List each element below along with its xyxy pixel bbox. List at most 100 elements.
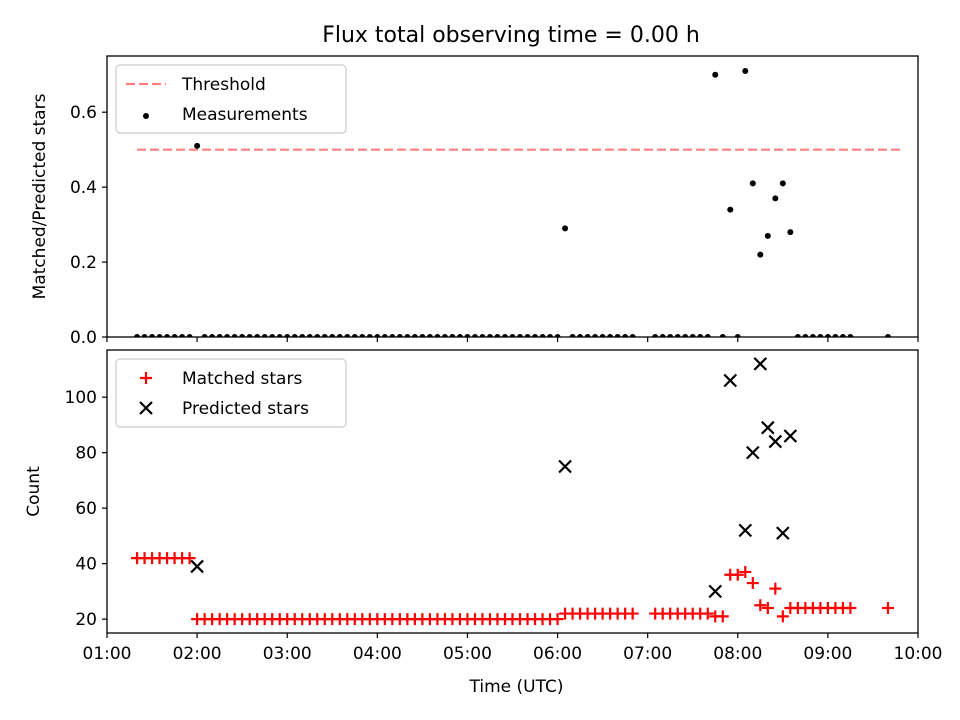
- measurement-point: [704, 334, 711, 337]
- measurement-point: [802, 334, 809, 337]
- measurement-point: [749, 180, 756, 187]
- measurement-point: [209, 334, 216, 337]
- measurement-point: [501, 334, 508, 337]
- predicted-stars-marker: [723, 373, 738, 388]
- predicted-stars-marker: [761, 420, 775, 435]
- matched-stars-marker: [183, 552, 196, 565]
- measurement-point: [719, 334, 726, 337]
- measurement-point: [141, 334, 148, 337]
- measurement-point: [539, 334, 546, 337]
- measurement-point: [652, 334, 659, 337]
- measurement-point: [389, 334, 396, 337]
- legend-box: [115, 358, 347, 428]
- matched-stars-marker: [701, 607, 714, 620]
- measurement-point: [344, 334, 351, 337]
- measurement-point: [599, 334, 606, 337]
- measurement-point: [194, 142, 201, 149]
- measurement-point: [554, 334, 561, 337]
- measurement-point: [464, 334, 471, 337]
- measurement-point: [284, 334, 291, 337]
- y-tick-label: 0.0: [70, 328, 97, 348]
- y-tick-label: 0.6: [70, 103, 97, 123]
- matched-stars-marker: [776, 610, 789, 623]
- measurement-point: [607, 334, 614, 337]
- matched-stars-marker: [769, 582, 782, 595]
- measurement-point: [366, 334, 373, 337]
- measurement-point: [884, 334, 891, 337]
- measurement-point: [787, 229, 794, 236]
- measurement-point: [134, 334, 141, 337]
- matched-stars-marker: [754, 599, 767, 612]
- measurement-point: [201, 334, 208, 337]
- legend: Threshold Measurements: [115, 64, 347, 134]
- matched-stars-marker: [731, 568, 744, 581]
- x-axis-label: Time (UTC): [469, 677, 564, 697]
- predicted-stars-marker: [738, 523, 753, 538]
- measurement-point: [824, 334, 831, 337]
- measurement-point: [727, 206, 734, 213]
- x-tick-label: 06:00: [533, 644, 582, 664]
- measurement-point: [269, 334, 276, 337]
- x-tick-label: 04:00: [353, 644, 402, 664]
- legend-matched-swatch: [140, 372, 152, 384]
- measurement-point: [757, 251, 764, 258]
- x-tick-label: 05:00: [443, 644, 492, 664]
- measurement-point: [254, 334, 261, 337]
- bottom-panel: 01:00 02:00 03:00 04:00 05:00 06:00 07:00 08:00…: [24, 349, 943, 697]
- measurement-point: [494, 334, 501, 337]
- measurement-point: [336, 334, 343, 337]
- matched-stars-marker: [746, 577, 759, 590]
- measurement-point: [224, 334, 231, 337]
- measurement-point: [299, 334, 306, 337]
- x-tick-label: 07:00: [623, 644, 672, 664]
- measurement-point: [321, 334, 328, 337]
- measurement-point: [659, 334, 666, 337]
- y-tick-label: 20: [75, 610, 97, 630]
- measurement-point: [314, 334, 321, 337]
- measurement-point: [817, 334, 824, 337]
- legend-label: Measurements: [182, 105, 308, 125]
- measurement-point: [772, 195, 779, 202]
- measurement-point: [509, 334, 516, 337]
- measurement-point: [411, 334, 418, 337]
- y-tick-label: 0.4: [70, 178, 97, 198]
- y-tick-label: 80: [75, 444, 97, 464]
- y-tick-label: 0.2: [70, 253, 97, 273]
- measurement-point: [532, 334, 539, 337]
- matched-stars-marker: [881, 602, 894, 615]
- y-axis-label: Count: [24, 466, 44, 517]
- measurement-point: [171, 334, 178, 337]
- predicted-stars-marker: [753, 357, 768, 371]
- measurement-point: [764, 232, 771, 239]
- measurement-point: [629, 334, 636, 337]
- measurement-point: [306, 334, 313, 337]
- y-axis-label: Matched/Predicted stars: [30, 93, 50, 299]
- measurement-point: [569, 334, 576, 337]
- legend-measurements-swatch: [143, 113, 149, 119]
- measurement-point: [396, 334, 403, 337]
- x-tick-label: 09:00: [803, 644, 852, 664]
- measurement-point: [809, 334, 816, 337]
- matched-stars-marker: [551, 613, 564, 626]
- measurement-point: [712, 71, 719, 78]
- measurement-point: [742, 67, 749, 74]
- measurement-point: [839, 334, 846, 337]
- x-tick-label: 03:00: [263, 644, 312, 664]
- legend-label: Matched stars: [182, 369, 302, 389]
- measurement-point: [434, 334, 441, 337]
- predicted-stars-marker: [558, 459, 572, 474]
- measurement-point: [329, 334, 336, 337]
- measurement-point: [479, 334, 486, 337]
- series-matched-stars: [131, 552, 894, 626]
- measurement-point: [419, 334, 426, 337]
- measurement-point: [734, 334, 741, 337]
- legend-label: Threshold: [181, 75, 266, 95]
- measurement-point: [276, 334, 283, 337]
- top-panel: 0.0 0.2 0.4 0.6 Matched/Predicted stars Thres…: [30, 55, 919, 348]
- measurement-point: [486, 334, 493, 337]
- measurement-point: [779, 180, 786, 187]
- matched-stars-marker: [716, 610, 729, 623]
- measurement-point: [584, 334, 591, 337]
- series-predicted-stars: [190, 357, 798, 599]
